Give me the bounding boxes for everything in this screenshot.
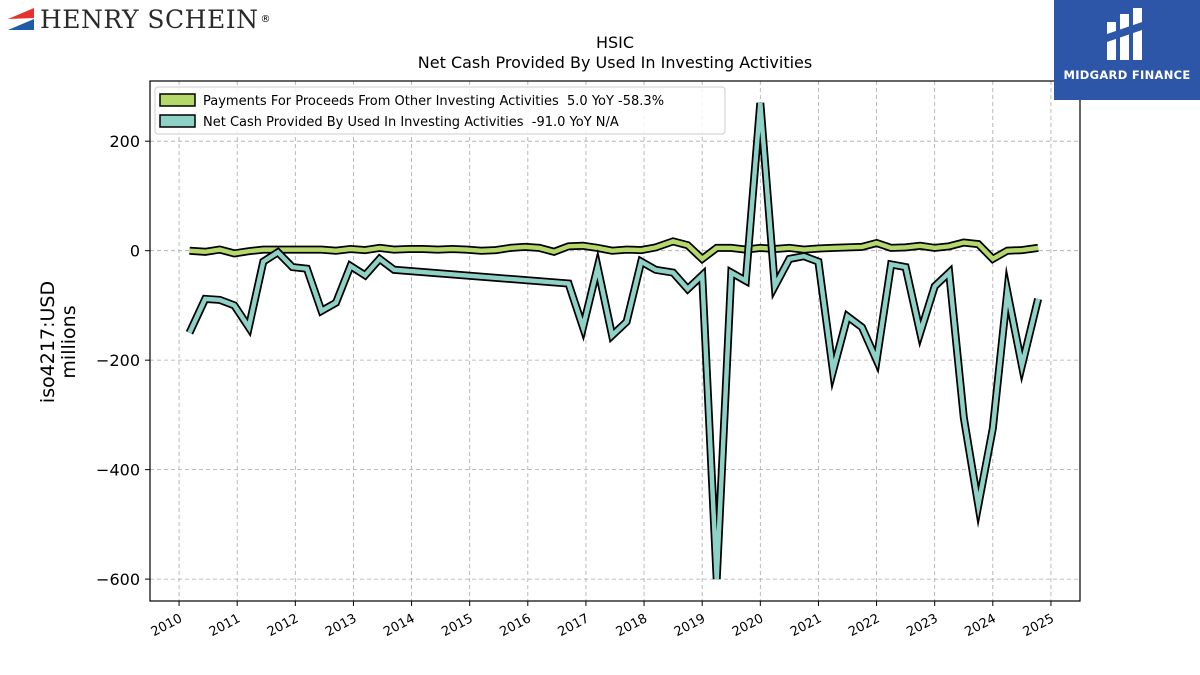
x-tick-label: 2011	[207, 611, 243, 640]
y-tick-label: 0	[130, 242, 140, 261]
y-tick-label: −400	[96, 461, 140, 480]
x-tick-label: 2025	[1021, 611, 1057, 640]
x-tick-label: 2020	[730, 611, 766, 640]
legend-box	[154, 86, 726, 135]
x-tick-label: 2013	[323, 611, 359, 640]
x-tick-label: 2018	[614, 611, 650, 640]
x-tick-label: 2021	[788, 611, 824, 640]
midgard-finance-wordmark: MIDGARD FINANCE	[1063, 68, 1191, 82]
legend-swatch-green	[159, 93, 196, 107]
x-tick-label: 2014	[381, 611, 417, 640]
chart-subtitle: Net Cash Provided By Used In Investing A…	[418, 53, 812, 72]
henry-schein-wordmark: HENRY SCHEIN	[40, 4, 259, 34]
series-outline-1	[185, 102, 1042, 580]
series-lines	[185, 102, 1042, 580]
legend-label-green: Payments For Proceeds From Other Investi…	[203, 94, 664, 109]
y-tick-label: −600	[96, 570, 140, 589]
series-line-0	[189, 239, 1039, 262]
henry-schein-logo: HENRY SCHEIN ®	[6, 4, 271, 34]
x-tick-label: 2015	[439, 611, 475, 640]
legend: Payments For Proceeds From Other Investi…	[154, 86, 726, 135]
x-tick-label: 2022	[846, 611, 882, 640]
grid	[150, 81, 1080, 601]
x-tick-label: 2012	[265, 611, 301, 640]
midgard-finance-logo: MIDGARD FINANCE	[1054, 0, 1200, 100]
x-tick-label: 2017	[556, 611, 592, 640]
henry-schein-mark-icon	[8, 8, 34, 30]
x-tick-label: 2016	[497, 611, 533, 640]
x-tick-label: 2024	[962, 611, 998, 640]
x-tick-label: 2019	[672, 611, 708, 640]
x-tick-label: 2010	[149, 611, 185, 640]
x-tick-label: 2023	[904, 611, 940, 640]
axis-ticks: 2010 2011 2012 2013 2014 2015 2016 2017 2018 2019…	[96, 132, 1057, 640]
midgard-monogram-icon	[1107, 8, 1142, 60]
y-tick-label: 200	[109, 132, 140, 151]
plot-frame	[149, 80, 1081, 602]
y-tick-label: −200	[96, 351, 140, 370]
chart-title: HSIC	[596, 33, 634, 52]
y-axis-label-line2: millions	[58, 305, 80, 378]
legend-label-teal: Net Cash Provided By Used In Investing A…	[203, 115, 619, 130]
series-line-1	[187, 102, 1041, 580]
legend-swatch-teal	[159, 114, 196, 128]
registered-mark: ®	[260, 13, 271, 25]
y-axis-label-line1: iso4217:USD	[37, 281, 59, 403]
